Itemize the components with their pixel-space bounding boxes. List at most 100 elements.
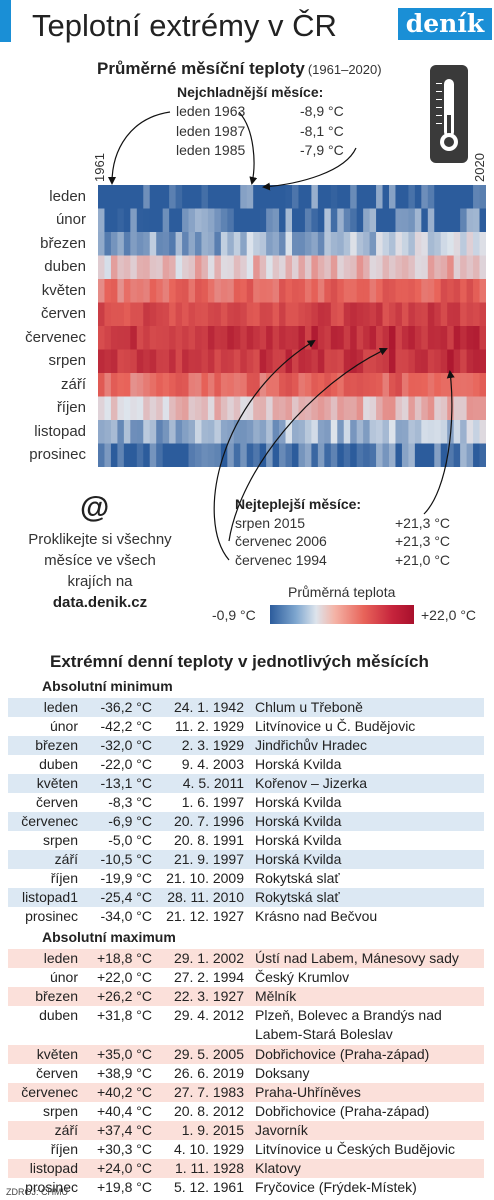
heatmap-cell: [123, 302, 131, 327]
heatmap-cell: [143, 279, 151, 303]
heatmap-cell: [104, 420, 112, 444]
heatmap-cell: [311, 396, 319, 421]
heatmap-cell: [311, 420, 319, 444]
heatmap-cell: [479, 420, 486, 444]
heatmap-cell: [156, 373, 164, 397]
heatmap-cell: [285, 185, 293, 209]
heatmap-cell: [440, 185, 448, 209]
heatmap-cell: [473, 349, 480, 374]
heatmap-cell: [363, 232, 370, 256]
heatmap-cell: [466, 279, 474, 303]
heatmap-cell: [104, 232, 112, 256]
heatmap-cell: [285, 232, 293, 256]
heatmap-cell: [259, 349, 267, 374]
heatmap-row-label: květen: [41, 281, 86, 299]
heatmap-cell: [266, 443, 273, 467]
heatmap-cell: [98, 279, 105, 303]
heatmap-cell: [376, 302, 383, 327]
heatmap-cell: [350, 420, 358, 444]
heatmap-cell: [253, 443, 261, 467]
heatmap-cell: [330, 255, 338, 280]
heatmap-cell: [408, 373, 416, 397]
heatmap-cell: [246, 279, 254, 303]
heatmap-cell: [317, 349, 325, 374]
heatmap-cell: [220, 326, 228, 350]
place-cell: Litvínovice u Č. Budějovic: [255, 718, 416, 734]
heatmap-cell: [304, 396, 312, 421]
heatmap-cell: [195, 326, 202, 350]
heatmap-cell: [279, 373, 286, 397]
heatmap-cell: [240, 255, 248, 280]
heatmap-cell: [240, 208, 248, 233]
heatmap-cell: [363, 443, 370, 467]
heatmap-cell: [350, 208, 358, 233]
heatmap-cell: [143, 232, 151, 256]
heatmap-cell: [98, 185, 105, 209]
heatmap-cell: [285, 255, 293, 280]
heatmap-cell: [401, 279, 409, 303]
heatmap-cell: [460, 185, 467, 209]
heatmap-cell: [162, 420, 170, 444]
heatmap-cell: [324, 349, 332, 374]
heatmap-cell: [266, 420, 273, 444]
heatmap-cell: [343, 443, 351, 467]
month-cell: květen: [36, 775, 78, 791]
heatmap-cell: [279, 232, 286, 256]
heatmap-cell: [453, 279, 461, 303]
heatmap-cell: [382, 443, 390, 467]
heatmap-cell: [343, 302, 351, 327]
heatmap-cell: [389, 302, 396, 327]
heatmap-cell: [123, 255, 131, 280]
heatmap-cell: [207, 185, 215, 209]
heatmap-cell: [110, 420, 118, 444]
heatmap-cell: [337, 302, 345, 327]
place-cell: Dobřichovice (Praha-západ): [255, 1103, 430, 1119]
heatmap-cell: [162, 373, 170, 397]
heatmap-cell: [130, 208, 138, 233]
heatmap-cell: [136, 373, 144, 397]
heatmap-cell: [272, 326, 280, 350]
heatmap-cell: [182, 232, 189, 256]
heatmap-cell: [453, 208, 461, 233]
temperature-cell: +31,8 °C: [96, 1007, 152, 1023]
heatmap-cell: [440, 232, 448, 256]
heatmap-cell: [298, 326, 306, 350]
heatmap-cell: [408, 255, 416, 280]
heatmap-cell: [233, 396, 241, 421]
warmest-value: +21,3 °C: [395, 533, 451, 549]
promo-link[interactable]: data.denik.cz: [52, 594, 148, 611]
axis-start-year: 1961: [92, 153, 107, 182]
heatmap-cell: [350, 443, 358, 467]
denik-logo[interactable]: deník: [398, 8, 492, 40]
heatmap-cell: [220, 302, 228, 327]
heatmap-cell: [363, 279, 370, 303]
heatmap-cell: [149, 420, 157, 444]
date-cell: 4. 10. 1929: [173, 1141, 244, 1157]
heatmap-cell: [317, 255, 325, 280]
coldest-item: leden 1985 -7,9 °C: [176, 141, 356, 159]
heatmap-cell: [259, 396, 267, 421]
warmest-label: červenec 1994: [235, 552, 327, 568]
heatmap-cell: [272, 185, 280, 209]
heatmap-cell: [414, 279, 422, 303]
heatmap-cell: [427, 232, 435, 256]
date-cell: 28. 11. 2010: [167, 889, 244, 905]
heatmap-cell: [440, 279, 448, 303]
heatmap-cell: [149, 279, 157, 303]
heatmap-cell: [253, 232, 261, 256]
heatmap-row-label: březen: [40, 234, 86, 252]
heatmap-cell: [162, 255, 170, 280]
heatmap-cell: [214, 396, 222, 421]
heatmap-cell: [156, 255, 164, 280]
heatmap-cell: [130, 373, 138, 397]
heatmap-cell: [389, 326, 396, 350]
heatmap-cell: [136, 349, 144, 374]
heatmap-cell: [259, 373, 267, 397]
heatmap-cell: [479, 279, 486, 303]
place-cell: Horská Kvilda: [255, 756, 342, 772]
heatmap-cell: [401, 396, 409, 421]
coldest-item: leden 1987 -8,1 °C: [176, 122, 356, 140]
heatmap-cell: [169, 396, 176, 421]
month-cell: říjen: [50, 870, 78, 886]
heatmap-cell: [156, 349, 164, 374]
